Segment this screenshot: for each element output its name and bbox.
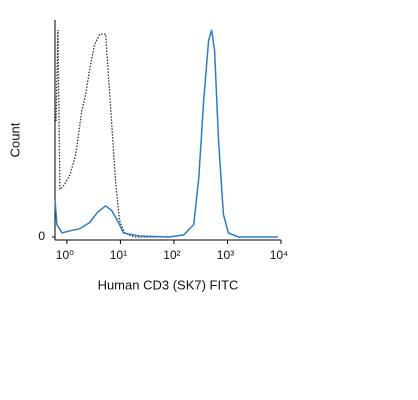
y-tick-label: 0	[38, 229, 45, 243]
x-tick-label: 10⁰	[56, 248, 74, 262]
y-axis-label: Count	[7, 122, 22, 157]
x-axis-label: Human CD3 (SK7) FITC	[98, 277, 239, 292]
x-tick-label: 10²	[163, 248, 180, 262]
histogram-line	[54, 29, 278, 238]
x-tick-label: 10⁴	[270, 248, 289, 262]
x-tick-label: 10¹	[110, 248, 127, 262]
x-tick-label: 10³	[217, 248, 234, 262]
histogram-line	[55, 29, 160, 238]
